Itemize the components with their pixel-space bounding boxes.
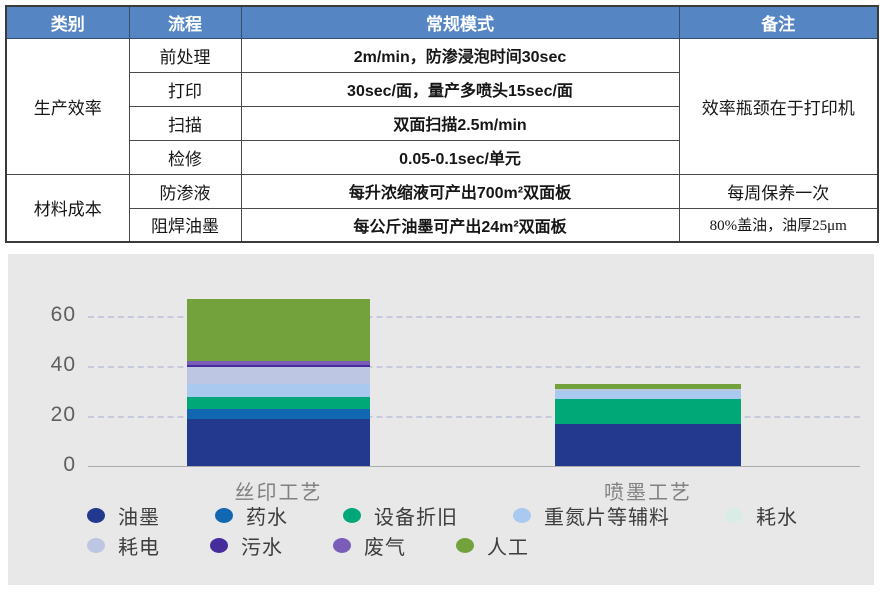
legend-label: 设备折旧 xyxy=(374,507,458,529)
legend-item-人工: 人工 xyxy=(456,531,529,560)
spec-table: 类别 流程 常规模式 备注 生产效率 前处理 2m/min，防渗浸泡时间30se… xyxy=(5,5,879,243)
category-label-inkjet: 喷墨工艺 xyxy=(604,482,692,504)
cost-comparison-chart: 丝印工艺 喷墨工艺 0 20 40 60 油墨 药水 设备折旧 重氮片等辅料 耗水 耗电 污水 废… xyxy=(8,254,874,585)
bar-segment-人工 xyxy=(555,383,741,389)
legend-dot-icon xyxy=(513,508,531,523)
bar-segment-废气 xyxy=(187,361,370,365)
stacked-bar-silkscreen xyxy=(187,298,370,466)
cell-value: 0.05-0.1sec/单元 xyxy=(240,139,680,175)
y-tick-label-40: 40 xyxy=(50,353,76,376)
cell-process: 打印 xyxy=(128,71,242,107)
table-row: 检修 0.05-0.1sec/单元 xyxy=(6,139,878,175)
bar-segment-设备折旧 xyxy=(187,397,370,409)
col-header-remark: 备注 xyxy=(678,5,879,39)
cell-process: 前处理 xyxy=(128,37,242,73)
cell-process: 阻焊油墨 xyxy=(128,207,242,243)
gridline-40 xyxy=(88,366,860,368)
legend-label: 污水 xyxy=(241,537,283,559)
legend-dot-icon xyxy=(333,538,351,553)
x-axis-line xyxy=(88,466,860,467)
cell-process: 防渗液 xyxy=(128,173,242,209)
col-header-normal-mode: 常规模式 xyxy=(240,5,680,39)
cell-category-material-cost: 材料成本 xyxy=(5,173,130,243)
legend-label: 油墨 xyxy=(118,507,160,529)
bar-segment-人工 xyxy=(187,298,370,361)
legend-dot-icon xyxy=(87,508,105,523)
legend-label: 耗水 xyxy=(756,507,798,529)
legend-row-2: 耗电 污水 废气 人工 xyxy=(87,531,529,560)
stacked-bar-inkjet xyxy=(555,383,741,466)
legend-item-耗电: 耗电 xyxy=(87,531,160,560)
gridline-20 xyxy=(88,416,860,418)
y-tick-label-20: 20 xyxy=(50,403,76,426)
cell-value: 双面扫描2.5m/min xyxy=(240,105,680,141)
cell-value: 每升浓缩液可产出700m²双面板 xyxy=(240,173,680,209)
cell-value: 30sec/面，量产多喷头15sec/面 xyxy=(240,71,680,107)
legend-dot-icon xyxy=(343,508,361,523)
bar-segment-油墨 xyxy=(555,423,741,466)
table-row: 生产效率 前处理 2m/min，防渗浸泡时间30sec 效率瓶颈在于打印机 xyxy=(5,37,879,175)
legend-dot-icon xyxy=(87,538,105,553)
table-header-row: 类别 流程 常规模式 备注 xyxy=(5,5,879,39)
bar-segment-油墨 xyxy=(187,418,370,466)
bar-segment-设备折旧 xyxy=(555,398,741,424)
category-label-silkscreen: 丝印工艺 xyxy=(234,482,323,504)
bar-segment-耗电 xyxy=(187,367,370,384)
bar-segment-重氮片等辅料 xyxy=(555,391,741,399)
legend-dot-icon xyxy=(456,538,474,553)
gridline-60 xyxy=(88,316,860,318)
legend-item-污水: 污水 xyxy=(210,531,283,560)
bar-segment-耗电 xyxy=(555,388,741,391)
legend-label: 药水 xyxy=(246,507,288,529)
table-row: 扫描 双面扫描2.5m/min xyxy=(6,105,878,141)
legend-item-废气: 废气 xyxy=(333,531,406,560)
legend-label: 耗电 xyxy=(118,537,160,559)
cell-remark-efficiency: 效率瓶颈在于打印机 xyxy=(678,37,879,175)
cell-remark: 每周保养一次 xyxy=(678,173,879,209)
cell-remark: 80%盖油，油厚25μm xyxy=(678,207,879,243)
table-row: 打印 30sec/面，量产多喷头15sec/面 xyxy=(6,71,878,107)
legend-item-设备折旧: 设备折旧 xyxy=(343,501,458,530)
cell-process: 扫描 xyxy=(128,105,242,141)
bar-segment-药水 xyxy=(187,408,370,419)
bar-segment-重氮片等辅料 xyxy=(187,383,370,398)
legend-label: 人工 xyxy=(487,537,529,559)
legend-item-药水: 药水 xyxy=(215,501,288,530)
cell-value: 每公斤油墨可产出24m²双面板 xyxy=(240,207,680,243)
legend-item-耗水: 耗水 xyxy=(725,501,798,530)
cell-process: 检修 xyxy=(128,139,242,175)
bar-segment-污水 xyxy=(187,364,370,368)
table-row: 材料成本 防渗液 每升浓缩液可产出700m²双面板 每周保养一次 xyxy=(5,173,879,243)
legend-row-1: 油墨 药水 设备折旧 重氮片等辅料 耗水 xyxy=(87,501,798,530)
legend-label: 重氮片等辅料 xyxy=(544,507,670,529)
legend-dot-icon xyxy=(725,508,743,523)
legend-item-重氮片等辅料: 重氮片等辅料 xyxy=(513,501,670,530)
cell-value: 2m/min，防渗浸泡时间30sec xyxy=(240,37,680,73)
col-header-category: 类别 xyxy=(5,5,130,39)
cell-category-production-efficiency: 生产效率 xyxy=(5,37,130,175)
legend-dot-icon xyxy=(215,508,233,523)
legend-item-油墨: 油墨 xyxy=(87,501,160,530)
legend-dot-icon xyxy=(210,538,228,553)
plot-area: 丝印工艺 喷墨工艺 0 20 40 60 xyxy=(8,254,874,585)
col-header-process: 流程 xyxy=(128,5,242,39)
y-tick-label-60: 60 xyxy=(50,303,76,326)
legend-label: 废气 xyxy=(364,537,406,559)
y-tick-label-0: 0 xyxy=(63,453,76,476)
table-row: 阻焊油墨 每公斤油墨可产出24m²双面板 80%盖油，油厚25μm xyxy=(6,207,879,243)
